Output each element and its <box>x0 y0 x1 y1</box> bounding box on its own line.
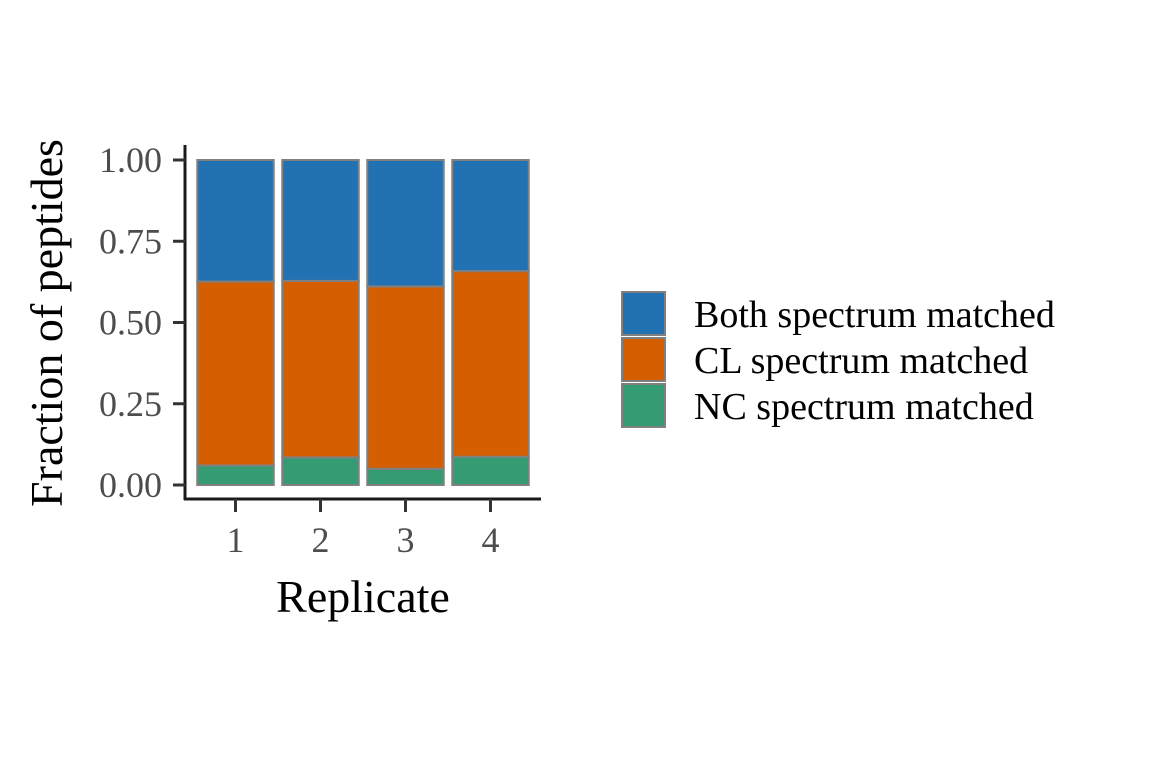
x-tick-label: 4 <box>482 520 500 560</box>
y-tick-label: 0.50 <box>99 303 162 343</box>
x-tick-label: 2 <box>312 520 330 560</box>
y-axis-title: Fraction of peptides <box>21 139 72 507</box>
legend-key-cl-spectrum-matched <box>621 337 666 382</box>
legend-label-both-spectrum-matched: Both spectrum matched <box>694 294 1055 336</box>
bar-both-spectrum-matched-1 <box>196 159 275 283</box>
y-tick-label: 1.00 <box>99 140 162 180</box>
bar-cl-spectrum-matched-4 <box>451 270 530 458</box>
x-ticks: 1 2 3 4 <box>227 499 500 560</box>
x-tick-label: 1 <box>227 520 245 560</box>
bar-nc-spectrum-matched-2 <box>281 456 360 486</box>
bar-both-spectrum-matched-3 <box>366 159 445 288</box>
bar-both-spectrum-matched-4 <box>451 159 530 273</box>
y-tick-label: 0.75 <box>99 221 162 261</box>
bar-both-spectrum-matched-2 <box>281 159 360 282</box>
bar-nc-spectrum-matched-1 <box>196 464 275 486</box>
y-tick-label: 0.25 <box>99 384 162 424</box>
x-axis-title: Replicate <box>276 571 450 622</box>
bar-cl-spectrum-matched-2 <box>281 279 360 459</box>
y-tick-label: 0.00 <box>99 465 162 505</box>
y-ticks: 0.00 0.25 0.50 0.75 1.00 <box>99 140 185 505</box>
bar-cl-spectrum-matched-1 <box>196 280 275 467</box>
legend-label-nc-spectrum-matched: NC spectrum matched <box>694 386 1034 428</box>
x-tick-label: 3 <box>397 520 415 560</box>
bars-layer <box>196 159 530 487</box>
bar-cl-spectrum-matched-3 <box>366 285 445 470</box>
bar-nc-spectrum-matched-4 <box>451 455 530 487</box>
legend-label-cl-spectrum-matched: CL spectrum matched <box>694 340 1028 382</box>
bar-nc-spectrum-matched-3 <box>366 467 445 486</box>
legend-key-nc-spectrum-matched <box>621 383 666 428</box>
legend-key-both-spectrum-matched <box>621 291 666 336</box>
